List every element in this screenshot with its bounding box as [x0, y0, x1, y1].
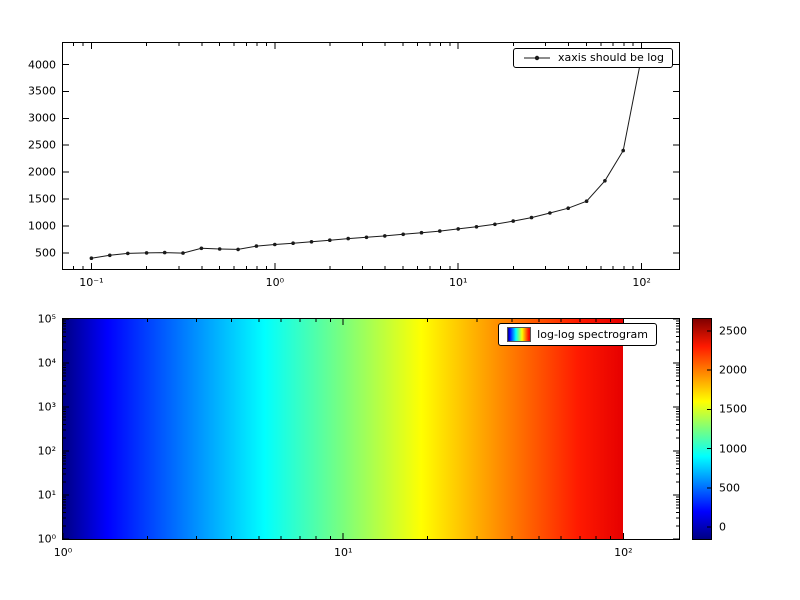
- tick-label: 500: [719, 481, 740, 495]
- tick-label: 10¹: [448, 276, 468, 289]
- tick-label: 2500: [28, 138, 56, 152]
- tick-label: 10²: [37, 444, 56, 458]
- colorbar: [692, 318, 712, 540]
- tick-label: 10²: [614, 546, 633, 559]
- tick-label: 1000: [28, 219, 56, 233]
- top-plot-canvas: [63, 43, 679, 269]
- spectrogram-thumbnail-icon: [507, 327, 532, 342]
- tick-label: 10⁵: [37, 312, 56, 326]
- tick-label: 3500: [28, 84, 56, 98]
- tick-label: 0: [719, 520, 726, 534]
- tick-label: 3000: [28, 111, 56, 125]
- line-marker-icon: [524, 55, 550, 61]
- tick-label: 4000: [28, 58, 56, 72]
- tick-label: 10⁴: [37, 356, 56, 370]
- tick-label: 1000: [719, 442, 747, 456]
- top-legend: xaxis should be log: [513, 48, 673, 68]
- bottom-spectrogram-axes: log-log spectrogram: [62, 318, 680, 540]
- top-line-plot-axes: xaxis should be log: [62, 42, 680, 270]
- tick-label: 1500: [719, 402, 747, 416]
- tick-label: 10²: [632, 276, 651, 289]
- tick-label: 10³: [37, 400, 56, 414]
- tick-label: 10¹: [37, 488, 56, 502]
- tick-label: 1500: [28, 192, 56, 206]
- tick-label: 2000: [28, 165, 56, 179]
- tick-label: 10¹: [333, 546, 353, 559]
- tick-label: 2000: [719, 363, 747, 377]
- bottom-plot-canvas: [63, 319, 679, 539]
- tick-label: 10⁰: [265, 276, 284, 289]
- spectrogram-image: [63, 319, 623, 539]
- tick-label: 500: [35, 246, 56, 260]
- bottom-legend-label: log-log spectrogram: [537, 327, 648, 341]
- tick-label: 2500: [719, 324, 747, 338]
- colorbar-ticks: [707, 330, 711, 528]
- top-legend-label: xaxis should be log: [558, 51, 664, 64]
- tick-label: 10⁻¹: [79, 276, 104, 289]
- bottom-legend: log-log spectrogram: [498, 323, 657, 346]
- tick-label: 10⁰: [53, 546, 73, 559]
- tick-label: 10⁰: [37, 532, 56, 546]
